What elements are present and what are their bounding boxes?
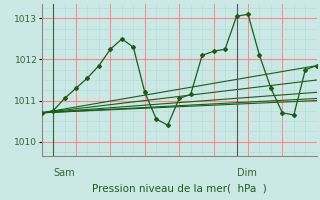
Text: Dim: Dim (236, 168, 256, 178)
Text: Sam: Sam (53, 168, 75, 178)
Text: Pression niveau de la mer(  hPa  ): Pression niveau de la mer( hPa ) (92, 183, 267, 193)
